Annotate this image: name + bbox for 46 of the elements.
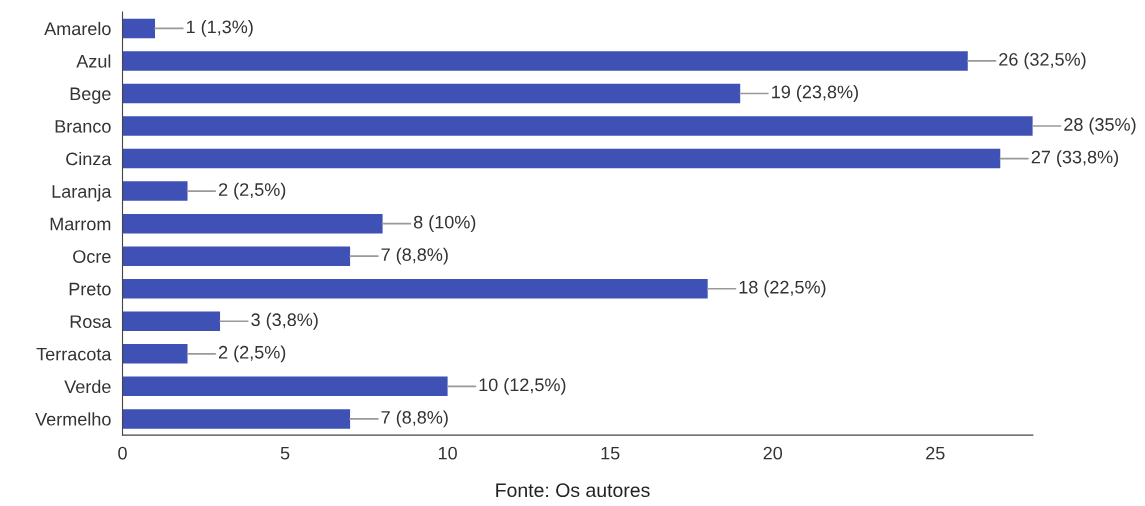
x-tick-label: 0 — [118, 446, 127, 460]
data-label: 2 (2,5%) — [219, 182, 286, 200]
data-label: 7 (8,8%) — [381, 410, 448, 428]
y-tick-label: Preto — [69, 282, 111, 296]
x-tick-label: 10 — [438, 446, 457, 460]
y-tick-label: Bege — [70, 87, 111, 104]
data-label: 10 (12,5%) — [479, 377, 566, 395]
bar — [122, 376, 448, 397]
data-label: 7 (8,8%) — [381, 247, 448, 265]
bar — [122, 181, 188, 201]
y-tick-label: Vermelho — [35, 412, 111, 426]
data-label: 8 (10%) — [413, 215, 476, 233]
y-tick-label: Amarelo — [44, 21, 111, 36]
y-tick-label: Verde — [64, 379, 111, 394]
bar — [122, 246, 351, 266]
y-tick-label: Cinza — [66, 152, 112, 166]
data-label: 1 (1,3%) — [186, 20, 253, 37]
data-label: 2 (2,5%) — [219, 345, 286, 363]
bar — [122, 409, 351, 429]
bar — [122, 116, 1033, 136]
data-label: 18 (22,5%) — [739, 280, 826, 298]
x-tick-label: 5 — [280, 446, 290, 460]
bar — [122, 344, 188, 364]
y-tick-label: Azul — [76, 54, 111, 68]
data-label: 19 (23,8%) — [772, 85, 858, 102]
data-label: 27 (33,8%) — [1031, 150, 1119, 167]
source-note: Fonte: Os autores — [496, 483, 650, 498]
x-tick-label: 20 — [763, 446, 783, 460]
bar — [122, 148, 1001, 169]
y-tick-label: Marrom — [50, 217, 111, 231]
bar — [122, 18, 156, 39]
bar — [122, 213, 383, 234]
bar — [122, 83, 741, 104]
data-label: 3 (3,8%) — [251, 312, 318, 330]
data-label: 28 (35%) — [1064, 117, 1136, 135]
bar — [122, 311, 221, 332]
y-tick-label: Branco — [55, 120, 111, 133]
bar — [122, 278, 708, 299]
y-tick-label: Laranja — [52, 184, 112, 202]
x-tick-label: 25 — [926, 446, 945, 460]
y-tick-label: Rosa — [70, 315, 112, 328]
bar — [122, 51, 968, 71]
y-tick-label: Ocre — [73, 250, 111, 263]
x-tick-label: 15 — [601, 446, 620, 460]
y-tick-label: Terracota — [36, 347, 112, 361]
data-label: 26 (32,5%) — [999, 52, 1086, 70]
